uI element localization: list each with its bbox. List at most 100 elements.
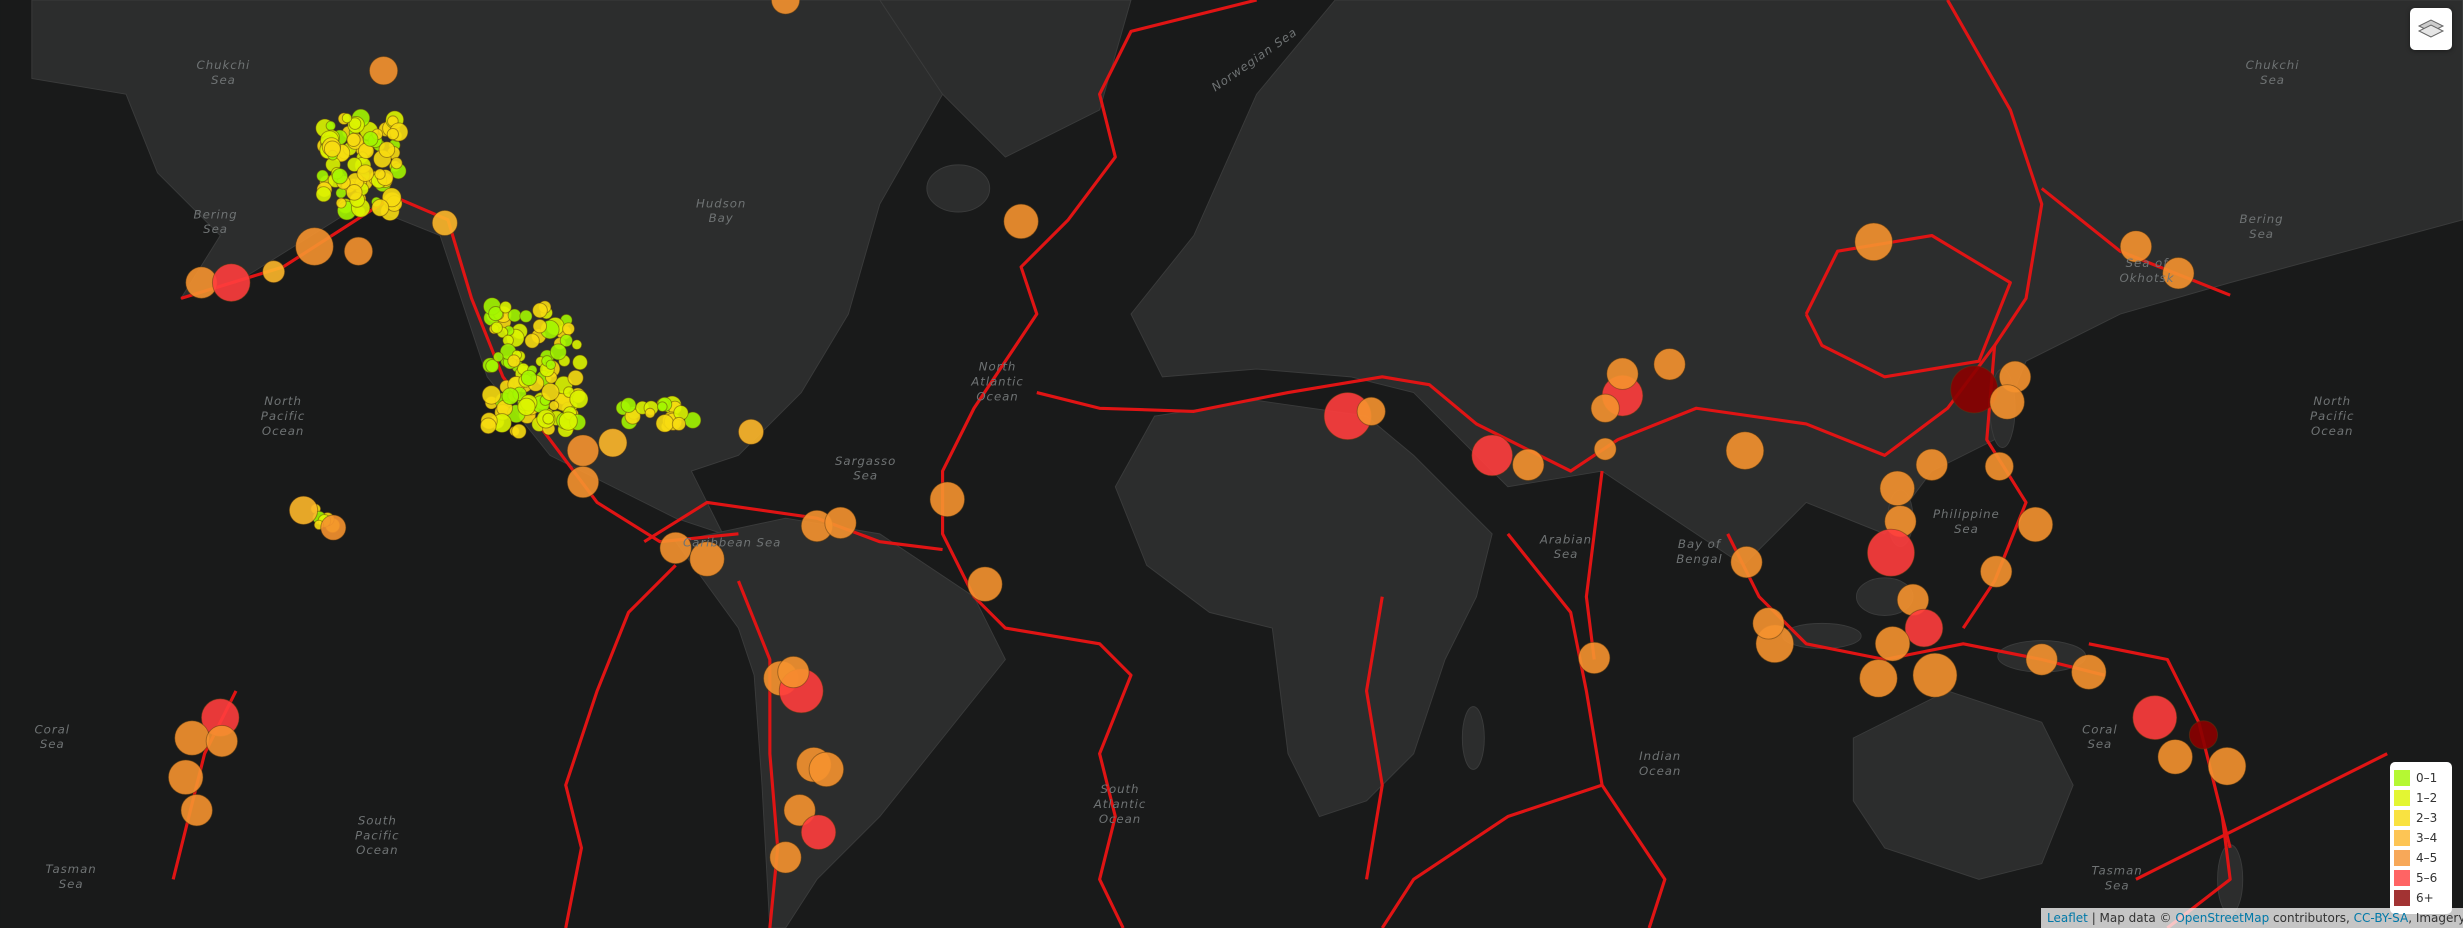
map-label: South Atlantic Ocean — [1093, 782, 1147, 826]
map-label-line: Sea — [203, 222, 228, 236]
map-label: Chukchi Sea — [2246, 58, 2300, 87]
legend-swatch — [2394, 830, 2410, 846]
map-label-line: Tasman — [2092, 864, 2143, 878]
earthquake — [315, 186, 332, 203]
earthquake — [490, 321, 503, 334]
legend-swatch — [2394, 770, 2410, 786]
earthquake — [567, 369, 584, 387]
map-label-line: Okhotsk — [2119, 271, 2174, 285]
map-label-line: Bengal — [1676, 552, 1722, 566]
legend-label: 4–5 — [2416, 851, 2438, 865]
legend-swatch — [2394, 890, 2410, 906]
map-label-line: Sea — [2105, 879, 2130, 893]
earthquake — [532, 302, 548, 319]
map-label: Coral Sea — [35, 722, 70, 751]
earthquake — [488, 306, 504, 322]
plate-boundary — [1804, 233, 2012, 379]
map-label-line: Ocean — [262, 424, 304, 438]
earthquake — [569, 389, 589, 409]
legend-swatch — [2394, 850, 2410, 866]
earthquake — [1730, 545, 1763, 579]
earthquake — [345, 184, 363, 201]
earthquake — [2071, 654, 2107, 690]
plate-boundary — [941, 0, 1258, 928]
map-label-line: Pacific — [355, 828, 400, 842]
earthquake — [492, 351, 504, 363]
plate-boundary — [1364, 596, 1384, 880]
earthquake — [2025, 643, 2058, 676]
earthquake — [562, 322, 575, 336]
map-label-line: Hudson — [696, 196, 746, 210]
legend-label: 0–1 — [2416, 771, 2438, 785]
map-label-line: Sea — [211, 73, 236, 87]
earthquake — [770, 0, 801, 15]
legend: 0–1 1–2 2–3 3–4 4–5 5–6 6+ — [2390, 762, 2452, 914]
earthquake — [777, 655, 810, 689]
legend-item: 6+ — [2394, 888, 2448, 908]
earthquake — [598, 428, 628, 458]
layer-shape — [2417, 24, 2445, 38]
earthquake — [644, 407, 656, 419]
map-label-line: Ocean — [356, 843, 398, 857]
map-label-line: Sea — [1554, 547, 1579, 561]
map-label-line: Pacific — [2310, 409, 2355, 423]
island — [926, 164, 991, 213]
earthquake — [331, 168, 349, 185]
earthquake — [1356, 396, 1386, 427]
earthquake — [1471, 434, 1514, 477]
map-label-line: Sea — [1954, 522, 1979, 536]
map-label-line: Ocean — [1639, 764, 1681, 778]
earthquake — [545, 359, 556, 370]
earthquake — [967, 566, 1003, 602]
earthquake — [2119, 230, 2153, 263]
earthquake — [2157, 739, 2193, 775]
osm-link[interactable]: OpenStreetMap — [2175, 911, 2270, 925]
earthquake — [1003, 203, 1039, 240]
earthquake — [356, 164, 375, 182]
earthquake — [532, 318, 548, 334]
leaflet-link[interactable]: Leaflet — [2047, 911, 2088, 925]
earthquake — [180, 794, 213, 827]
australia — [1852, 690, 2074, 880]
earthquake — [325, 120, 337, 131]
earthquake — [808, 751, 845, 788]
plate-boundary — [1036, 0, 2044, 473]
plate-boundaries — [171, 0, 2388, 928]
island — [1782, 622, 1862, 649]
map-label: North Atlantic Ocean — [970, 360, 1024, 404]
earthquake — [1912, 652, 1958, 698]
plate-boundary — [1600, 784, 1667, 928]
map-label: North Pacific Ocean — [2310, 394, 2355, 438]
map-label-line: Pacific — [261, 409, 306, 423]
layers-control[interactable] — [2410, 8, 2452, 50]
map-label: Coral Sea — [2082, 722, 2117, 751]
map-label-line: Sea — [2249, 227, 2274, 241]
earthquake — [620, 397, 637, 413]
legend-item: 1–2 — [2394, 788, 2448, 808]
earthquake — [571, 339, 583, 351]
island — [1461, 706, 1485, 770]
map-label: North Pacific Ocean — [261, 394, 306, 438]
earthquake — [548, 400, 560, 411]
map-label-line: Sea — [40, 737, 65, 751]
plate-boundary — [2088, 642, 2232, 849]
earthquake — [549, 343, 567, 361]
plate-boundary — [736, 580, 780, 928]
earthquake — [323, 140, 341, 158]
map-label: Sargasso Sea — [835, 454, 896, 483]
earthquake — [1752, 607, 1785, 640]
map-label: South Pacific Ocean — [355, 813, 400, 857]
legend-label: 3–4 — [2416, 831, 2438, 845]
earthquake — [541, 382, 560, 402]
license-link[interactable]: CC-BY-SA — [2353, 911, 2409, 925]
map-label-line: Bay — [709, 211, 734, 225]
earthquake — [507, 354, 521, 368]
earthquake — [1512, 448, 1545, 481]
legend-label: 6+ — [2416, 891, 2434, 905]
earthquake — [769, 841, 802, 874]
earthquake — [566, 434, 600, 467]
earthquake — [524, 333, 540, 349]
plate-boundary — [1584, 470, 1604, 660]
